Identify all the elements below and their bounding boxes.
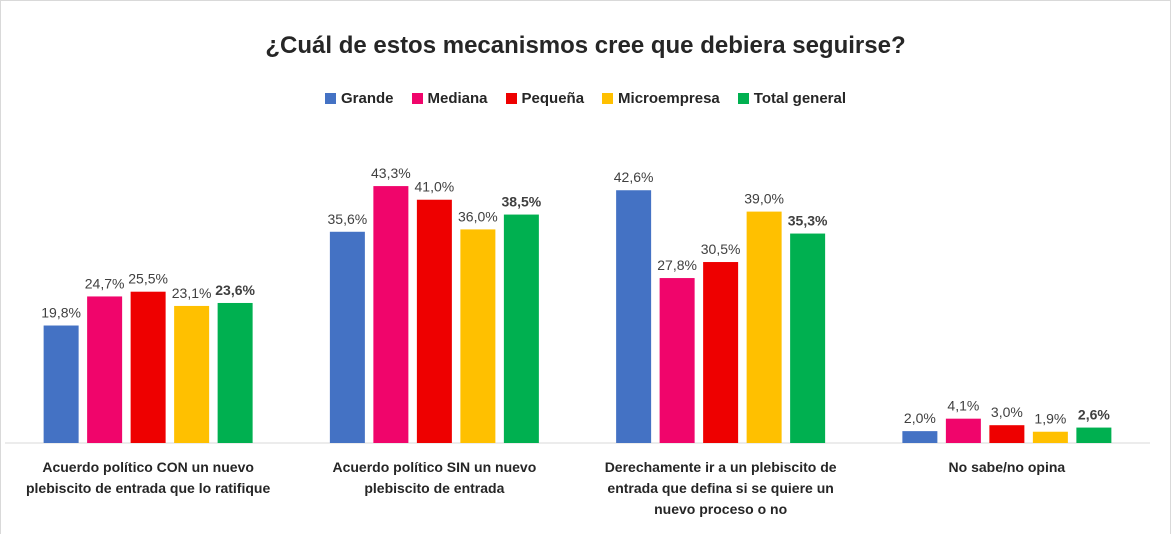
bar <box>460 229 496 443</box>
bar <box>1032 431 1068 443</box>
data-label: 30,5% <box>701 241 741 257</box>
bar <box>616 190 652 443</box>
bar <box>1076 427 1112 443</box>
data-label: 35,3% <box>788 213 828 229</box>
bar <box>130 291 166 443</box>
data-label: 24,7% <box>85 275 125 291</box>
legend: Grande Mediana Pequeña Microempresa Total ge… <box>0 90 1171 107</box>
data-label: 25,5% <box>128 271 168 287</box>
bar <box>43 325 79 443</box>
data-label: 35,6% <box>328 211 368 227</box>
bar <box>703 262 739 443</box>
bar <box>902 431 938 443</box>
bar <box>746 211 782 443</box>
x-tick-label: Derechamente ir a un plebiscito de entra… <box>604 459 837 517</box>
data-label: 1,9% <box>1034 411 1066 427</box>
legend-item: Total general <box>737 90 847 107</box>
data-label: 39,0% <box>744 191 784 207</box>
legend-label: Grande <box>340 90 394 107</box>
data-label: 27,8% <box>657 257 697 273</box>
legend-swatch <box>411 93 423 104</box>
x-tick-label: No sabe/no opina <box>948 459 1066 475</box>
legend-swatch <box>324 93 336 104</box>
bar <box>945 418 981 443</box>
legend-swatch <box>737 93 749 104</box>
bar <box>87 296 123 443</box>
data-label: 43,3% <box>371 165 411 181</box>
data-label: 23,1% <box>172 285 212 301</box>
bar <box>503 214 539 443</box>
data-label: 41,0% <box>415 179 455 195</box>
data-label: 2,0% <box>904 410 936 426</box>
bar <box>373 186 409 443</box>
bar <box>989 425 1025 443</box>
legend-label: Pequeña <box>521 90 585 107</box>
x-tick-label: Acuerdo político CON un nuevo plebiscito… <box>25 459 271 496</box>
bar <box>217 302 253 443</box>
data-label: 38,5% <box>502 194 542 210</box>
bar <box>416 199 452 443</box>
chart-title: ¿Cuál de estos mecanismos cree que debie… <box>265 32 906 59</box>
legend-item: Mediana <box>411 90 488 107</box>
bar <box>659 278 695 443</box>
legend-swatch <box>505 93 517 104</box>
legend-item: Pequeña <box>505 90 585 107</box>
legend-swatch <box>602 93 614 104</box>
bar <box>174 305 210 443</box>
data-label: 42,6% <box>614 169 654 185</box>
legend-label: Total general <box>753 90 847 107</box>
data-label: 3,0% <box>991 404 1023 420</box>
bar <box>329 231 365 443</box>
x-tick-label: Acuerdo político SIN un nuevo plebiscito… <box>332 459 537 496</box>
data-label: 23,6% <box>215 282 255 298</box>
legend-label: Microempresa <box>618 90 720 107</box>
data-label: 4,1% <box>947 398 979 414</box>
data-label: 36,0% <box>458 208 498 224</box>
legend-label: Mediana <box>427 90 488 107</box>
legend-item: Microempresa <box>602 90 720 107</box>
bar <box>790 233 826 443</box>
data-label: 19,8% <box>41 305 81 321</box>
data-label: 2,6% <box>1078 407 1110 423</box>
legend-item: Grande <box>324 90 394 107</box>
